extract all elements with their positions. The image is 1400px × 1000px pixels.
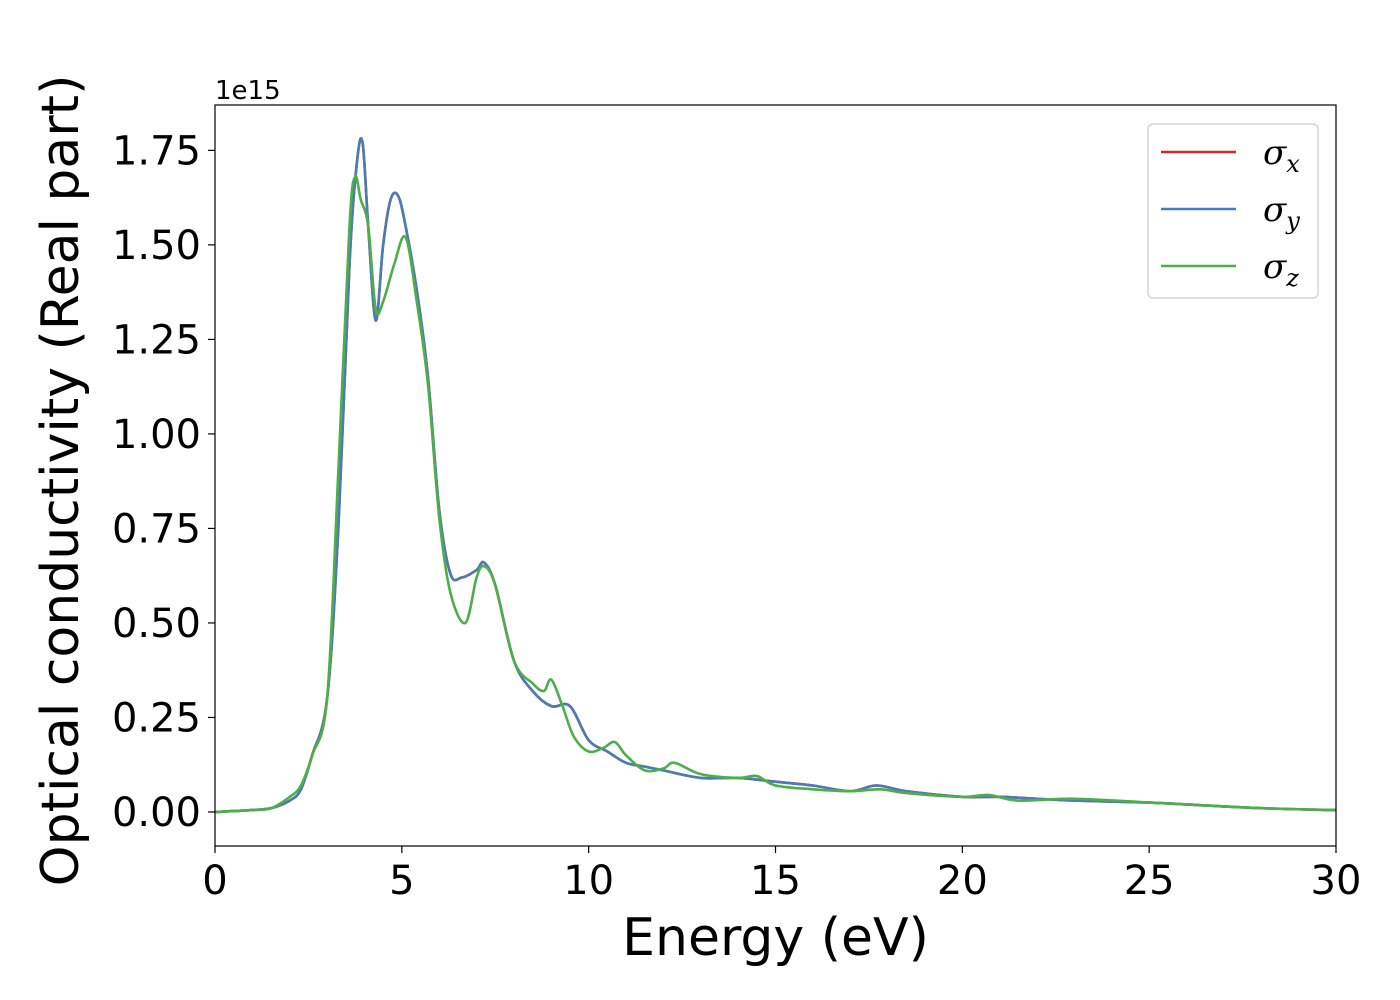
x-tick-label: 0 [202,858,227,904]
y-axis-ticks: 0.00 0.25 0.50 0.75 1.00 1.25 1.50 1.75 [112,128,215,836]
legend-label-x: σx [1263,133,1300,178]
x-tick-label: 30 [1311,858,1362,904]
y-tick-label: 1.00 [112,412,201,458]
x-tick-label: 15 [750,858,801,904]
x-tick-label: 25 [1124,858,1175,904]
y-axis-title: Optical conductivity (Real part) [31,75,91,887]
legend-frame [1147,123,1319,299]
y-tick-label: 0.50 [112,601,201,647]
y-tick-label: 1.50 [112,223,201,269]
y-tick-label: 0.75 [112,506,201,552]
y-tick-label: 1.25 [112,317,201,363]
x-axis-title: Energy (eV) [622,908,929,968]
x-tick-label: 5 [389,858,414,904]
legend-label-z: σz [1263,247,1299,292]
series-line-z [215,174,1336,814]
series-line-y [215,137,1336,814]
x-tick-label: 10 [563,858,614,904]
legend-label-y: σy [1263,190,1300,235]
y-axis-offset-label: 1e15 [215,76,281,106]
y-tick-label: 0.25 [112,695,201,741]
y-tick-label: 0.00 [112,790,201,836]
series-layer [215,137,1336,814]
y-tick-label: 1.75 [112,128,201,174]
legend: σx σy σz [1147,123,1319,299]
x-axis-ticks: 0 5 10 15 20 25 30 [202,846,1361,904]
x-tick-label: 20 [937,858,988,904]
